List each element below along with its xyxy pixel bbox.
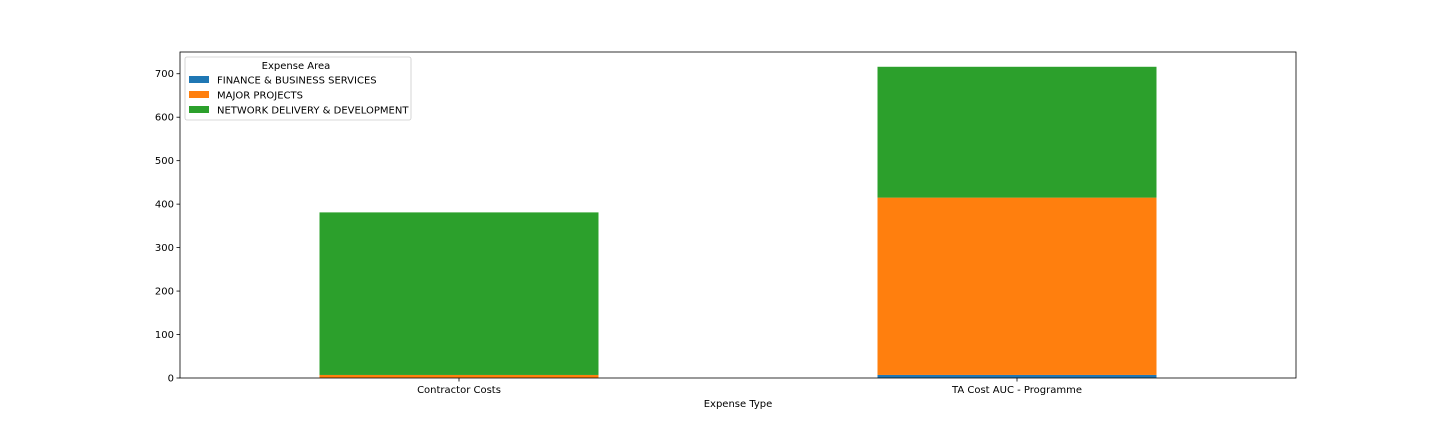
legend-entry-label: MAJOR PROJECTS xyxy=(217,91,303,102)
bar-2-series-1 xyxy=(877,374,1157,378)
y-tick-label: 300 xyxy=(155,243,174,254)
y-tick-label: 400 xyxy=(155,200,174,211)
legend-items: FINANCE & BUSINESS SERVICES MAJOR PROJECT… xyxy=(189,76,409,117)
y-tick-label: 700 xyxy=(155,69,174,80)
axes-layer: Contractor Costs TA Cost AUC - Programme 0… xyxy=(155,69,1082,396)
y-tick-label: 600 xyxy=(155,113,174,124)
legend-swatch xyxy=(189,76,209,83)
legend-swatch xyxy=(189,106,209,113)
bar-2-series-2 xyxy=(877,197,1157,375)
x-tick-label: Contractor Costs xyxy=(417,385,501,396)
legend-entry-label: NETWORK DELIVERY & DEVELOPMENT xyxy=(217,106,409,117)
legend-entry-label: FINANCE & BUSINESS SERVICES xyxy=(217,76,377,87)
y-tick-label: 100 xyxy=(155,330,174,341)
bar-1-series-3 xyxy=(319,212,599,375)
x-axis-label: Expense Type xyxy=(704,399,773,410)
y-tick-label: 500 xyxy=(155,156,174,167)
legend-box xyxy=(184,56,412,121)
bar-2-series-3 xyxy=(877,66,1157,198)
plot-frame xyxy=(179,51,1297,379)
bars-layer xyxy=(319,66,1157,378)
y-tick-label: 200 xyxy=(155,287,174,298)
legend-swatch xyxy=(189,91,209,98)
bar-1-series-2 xyxy=(319,374,599,378)
legend: Expense Area FINANCE & BUSINESS SERVICES… xyxy=(184,56,412,121)
legend-title: Expense Area xyxy=(262,61,331,72)
y-tick-label: 0 xyxy=(168,374,174,385)
x-tick-label: TA Cost AUC - Programme xyxy=(951,385,1082,396)
